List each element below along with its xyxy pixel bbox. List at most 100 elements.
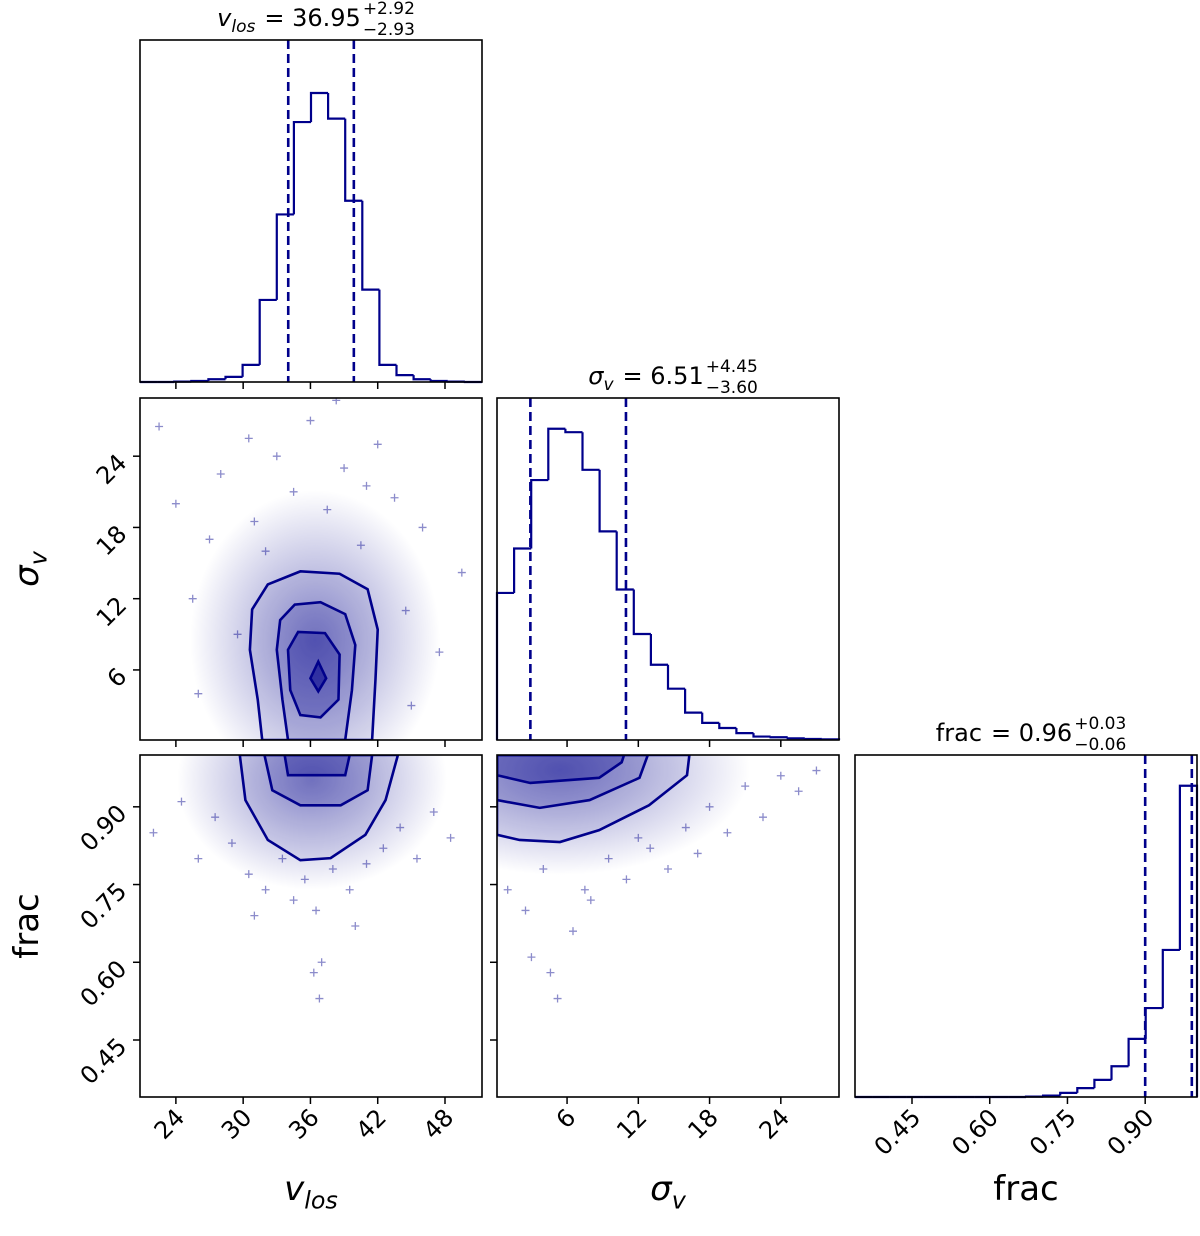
- scatter-point: [345, 885, 354, 894]
- scatter-point: [794, 787, 803, 796]
- scatter-point: [261, 885, 270, 894]
- scatter-point: [435, 648, 444, 657]
- hist-step: [327, 93, 346, 120]
- hist-step: [718, 722, 737, 730]
- scatter-point: [401, 606, 410, 615]
- contour: [263, 755, 374, 807]
- hist-step: [735, 728, 754, 735]
- hist-step: [649, 633, 668, 666]
- contour: [308, 658, 328, 694]
- title-base: v: [217, 4, 232, 32]
- hist-step: [615, 531, 634, 591]
- panel-2d: [497, 755, 821, 1003]
- x-tick-label: 0.90: [1102, 1103, 1160, 1161]
- axis-label: frac: [993, 1169, 1058, 1209]
- title-lower: −2.93: [363, 20, 415, 40]
- hist-step: [1161, 948, 1180, 1009]
- scatter-point: [250, 517, 259, 526]
- label-base: frac: [993, 1169, 1058, 1209]
- scatter-point: [306, 416, 315, 425]
- scatter-point: [446, 833, 455, 842]
- panel-title: σv = 6.51: [588, 362, 703, 395]
- x-tick-label: 42: [351, 1103, 392, 1144]
- scatter-point: [429, 808, 438, 816]
- contour: [497, 755, 626, 785]
- x-tick-label: 24: [754, 1103, 795, 1144]
- scatter-point: [289, 487, 298, 496]
- scatter-point: [604, 854, 613, 863]
- hist-step: [786, 737, 805, 740]
- title-sub: v: [603, 375, 614, 395]
- title-upper: +0.03: [1074, 714, 1126, 734]
- scatter-point: [351, 922, 360, 930]
- hist-step: [495, 591, 515, 740]
- scatter-point: [216, 470, 225, 478]
- x-tick-label: 48: [418, 1103, 459, 1144]
- scatter-point: [205, 535, 214, 544]
- label-sub: los: [304, 1187, 338, 1215]
- hist-step: [684, 688, 703, 714]
- label-base: σ: [7, 564, 47, 587]
- x-tick-label: 0.75: [1024, 1103, 1082, 1161]
- scatter-point: [407, 701, 416, 710]
- scatter-point: [693, 849, 702, 858]
- title-upper: +4.45: [706, 357, 758, 377]
- scatter-point: [586, 896, 595, 905]
- scatter-point: [155, 422, 164, 431]
- scatter-point: [323, 505, 332, 514]
- y-tick-label: 12: [91, 591, 132, 632]
- title-base: σ: [588, 362, 604, 390]
- title-upper: +2.92: [363, 0, 415, 19]
- hist-step: [292, 120, 311, 215]
- scatter-point: [622, 875, 631, 884]
- scatter-point: [379, 844, 388, 853]
- scatter-point: [340, 464, 349, 473]
- scatter-point: [664, 865, 672, 873]
- scatter-point: [759, 813, 767, 822]
- hist-step: [581, 432, 600, 471]
- contour: [238, 755, 400, 862]
- scatter-point: [646, 844, 655, 853]
- hist-step: [1144, 1006, 1163, 1039]
- scatter-point: [244, 870, 253, 879]
- panel-title: vlos = 36.95: [217, 4, 361, 37]
- hist-step: [564, 428, 583, 434]
- scatter-point: [300, 875, 309, 884]
- label-base: v: [284, 1169, 305, 1209]
- hist-step: [309, 91, 329, 123]
- scatter-point: [503, 885, 512, 894]
- label-sub: v: [25, 550, 53, 565]
- x-tick-label: 18: [682, 1103, 723, 1144]
- panel-frame: [496, 397, 840, 741]
- x-tick-label: 36: [283, 1103, 324, 1144]
- scatter-point: [328, 865, 337, 873]
- y-tick-label: 18: [91, 520, 132, 561]
- scatter-point: [194, 854, 203, 863]
- hist-step: [1178, 784, 1199, 1097]
- hist-step: [378, 289, 397, 366]
- panel-2d: [155, 398, 466, 740]
- scatter-point: [681, 823, 690, 832]
- scatter-point: [278, 854, 287, 863]
- scatter-point: [315, 994, 324, 1003]
- scatter-point: [812, 766, 821, 775]
- y-tick-label: 6: [102, 662, 133, 693]
- scatter-point: [227, 839, 236, 848]
- axis-label: σv: [650, 1169, 687, 1215]
- scatter-point: [553, 994, 562, 1003]
- scatter-point: [723, 828, 732, 837]
- scatter-point: [309, 968, 318, 977]
- contour: [283, 755, 352, 777]
- scatter-point: [194, 689, 203, 698]
- hist-step: [241, 363, 260, 377]
- scatter-point: [634, 833, 643, 842]
- scatter-point: [705, 802, 714, 811]
- x-tick-label: 24: [149, 1103, 190, 1144]
- title-lower: −3.60: [706, 378, 758, 398]
- label-base: σ: [650, 1169, 673, 1209]
- scatter-point: [546, 968, 555, 977]
- title-value: = 6.51: [623, 362, 704, 390]
- y-tick-label: 0.90: [75, 799, 133, 857]
- label-base: frac: [7, 893, 47, 958]
